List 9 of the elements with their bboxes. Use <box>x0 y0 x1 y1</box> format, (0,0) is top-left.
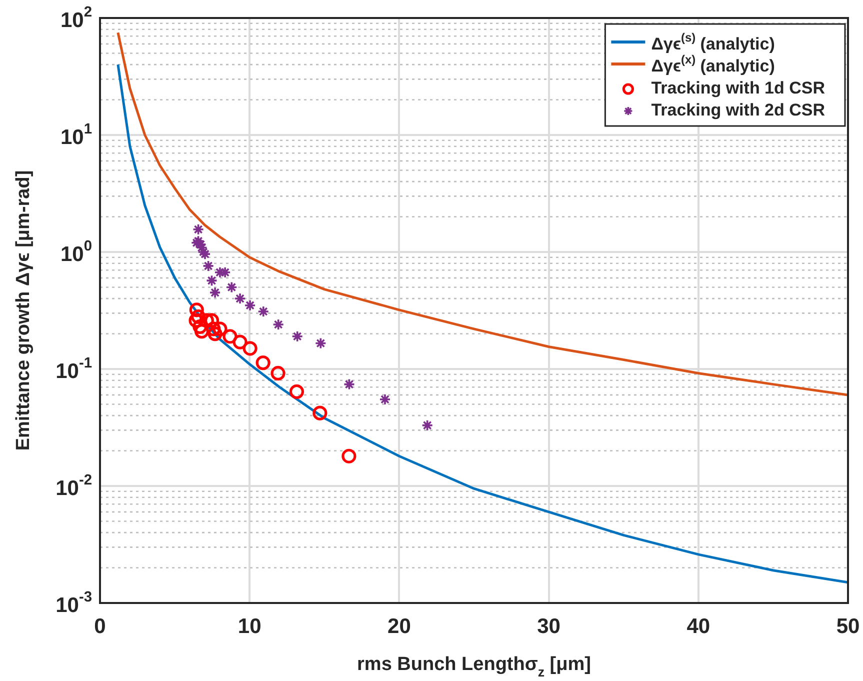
x-tick-label: 0 <box>94 614 106 638</box>
x-tick-label: 30 <box>537 614 560 638</box>
x-tick-label: 40 <box>686 614 710 638</box>
y-axis-title: Emittance growth Δγϵ [μm-rad] <box>13 170 34 451</box>
x-tick-label: 50 <box>836 614 860 638</box>
legend-label: Tracking with 2d CSR <box>651 100 825 120</box>
x-tick-label: 10 <box>238 614 262 638</box>
x-tick-label: 20 <box>388 614 411 638</box>
legend-label: Tracking with 1d CSR <box>651 78 825 98</box>
